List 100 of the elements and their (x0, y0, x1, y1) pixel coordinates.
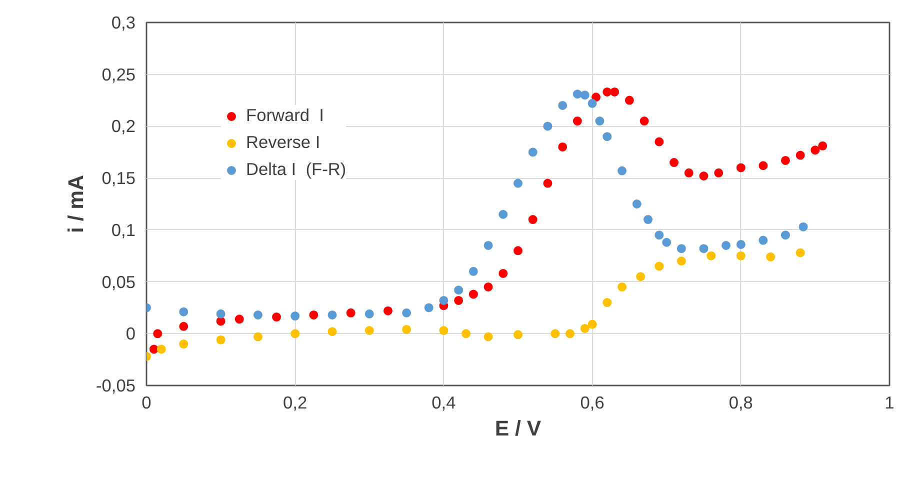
x-tick-label: 1 (884, 392, 894, 412)
point (156, 344, 166, 354)
point (736, 251, 746, 260)
point (514, 178, 522, 188)
y-tick-label: 0,15 (102, 168, 136, 188)
point (484, 240, 493, 250)
point (592, 92, 601, 102)
point (572, 116, 582, 126)
point (662, 238, 672, 247)
point (736, 163, 746, 172)
point (424, 303, 434, 312)
point (558, 142, 568, 152)
point (543, 178, 552, 188)
point (364, 309, 374, 318)
point (580, 324, 590, 333)
x-tick-label: 0,6 (580, 392, 604, 412)
point (402, 325, 412, 334)
point (498, 268, 508, 278)
point (602, 298, 612, 308)
point (618, 282, 627, 292)
point (699, 172, 708, 180)
point (364, 326, 374, 336)
point (402, 308, 412, 318)
point (179, 340, 188, 349)
legend-label: Delta I (F-R) (246, 159, 346, 180)
point (528, 215, 538, 224)
y-tick-label: 0,2 (111, 116, 136, 136)
x-tick-label: 0,4 (432, 392, 456, 412)
point (253, 332, 262, 342)
point (272, 312, 282, 322)
point (216, 309, 226, 318)
y-tick-label: 0,3 (111, 12, 136, 32)
point (766, 252, 776, 262)
point (290, 312, 300, 321)
point (798, 222, 808, 232)
point (216, 335, 226, 344)
point (558, 100, 568, 110)
y-tick-label: 0,05 (102, 272, 136, 292)
point (714, 168, 724, 178)
y-tick-label: -0,05 (96, 376, 136, 396)
point (684, 168, 694, 178)
point (676, 244, 686, 254)
point (543, 122, 552, 131)
point (153, 329, 162, 338)
point (758, 161, 768, 170)
point (780, 230, 790, 240)
point (528, 148, 538, 157)
point (722, 240, 731, 250)
point (468, 266, 478, 276)
point (484, 282, 493, 292)
point (640, 116, 649, 126)
x-tick-label: 0 (142, 392, 152, 412)
point (383, 306, 392, 316)
point (654, 230, 664, 240)
y-axis-title: i / mA (64, 174, 88, 234)
point (253, 310, 262, 320)
point (602, 87, 612, 96)
point (572, 90, 582, 99)
point (818, 141, 828, 150)
point (654, 262, 664, 271)
point (468, 290, 478, 299)
point (595, 116, 604, 126)
y-tick-label: 0 (126, 324, 136, 344)
point (644, 215, 653, 224)
point (602, 132, 612, 142)
x-tick-label: 0,2 (283, 392, 308, 412)
point (780, 156, 790, 165)
legend-label: Forward I (246, 105, 324, 126)
point (618, 166, 627, 176)
point (699, 244, 708, 254)
point (149, 344, 158, 354)
point (810, 146, 820, 155)
x-axis-title: E / V (494, 416, 542, 440)
point (439, 326, 448, 336)
point (796, 248, 805, 258)
point (179, 307, 188, 316)
x-tick-label: 0,8 (728, 392, 753, 412)
point (234, 314, 244, 324)
point (654, 137, 664, 146)
point (566, 329, 575, 338)
point (624, 96, 634, 105)
point (514, 246, 522, 256)
point (328, 327, 337, 336)
point (484, 332, 493, 342)
point (632, 200, 642, 208)
point (758, 236, 768, 245)
point (290, 329, 300, 338)
point (309, 310, 318, 320)
point (328, 310, 337, 320)
point (461, 329, 470, 338)
point (610, 87, 620, 96)
point (676, 256, 686, 266)
point (588, 320, 597, 329)
point (670, 158, 679, 168)
point (580, 90, 590, 100)
point (439, 296, 448, 305)
point (588, 98, 597, 108)
point (514, 330, 522, 340)
point (498, 210, 508, 219)
legend-label: Reverse I (246, 132, 320, 153)
